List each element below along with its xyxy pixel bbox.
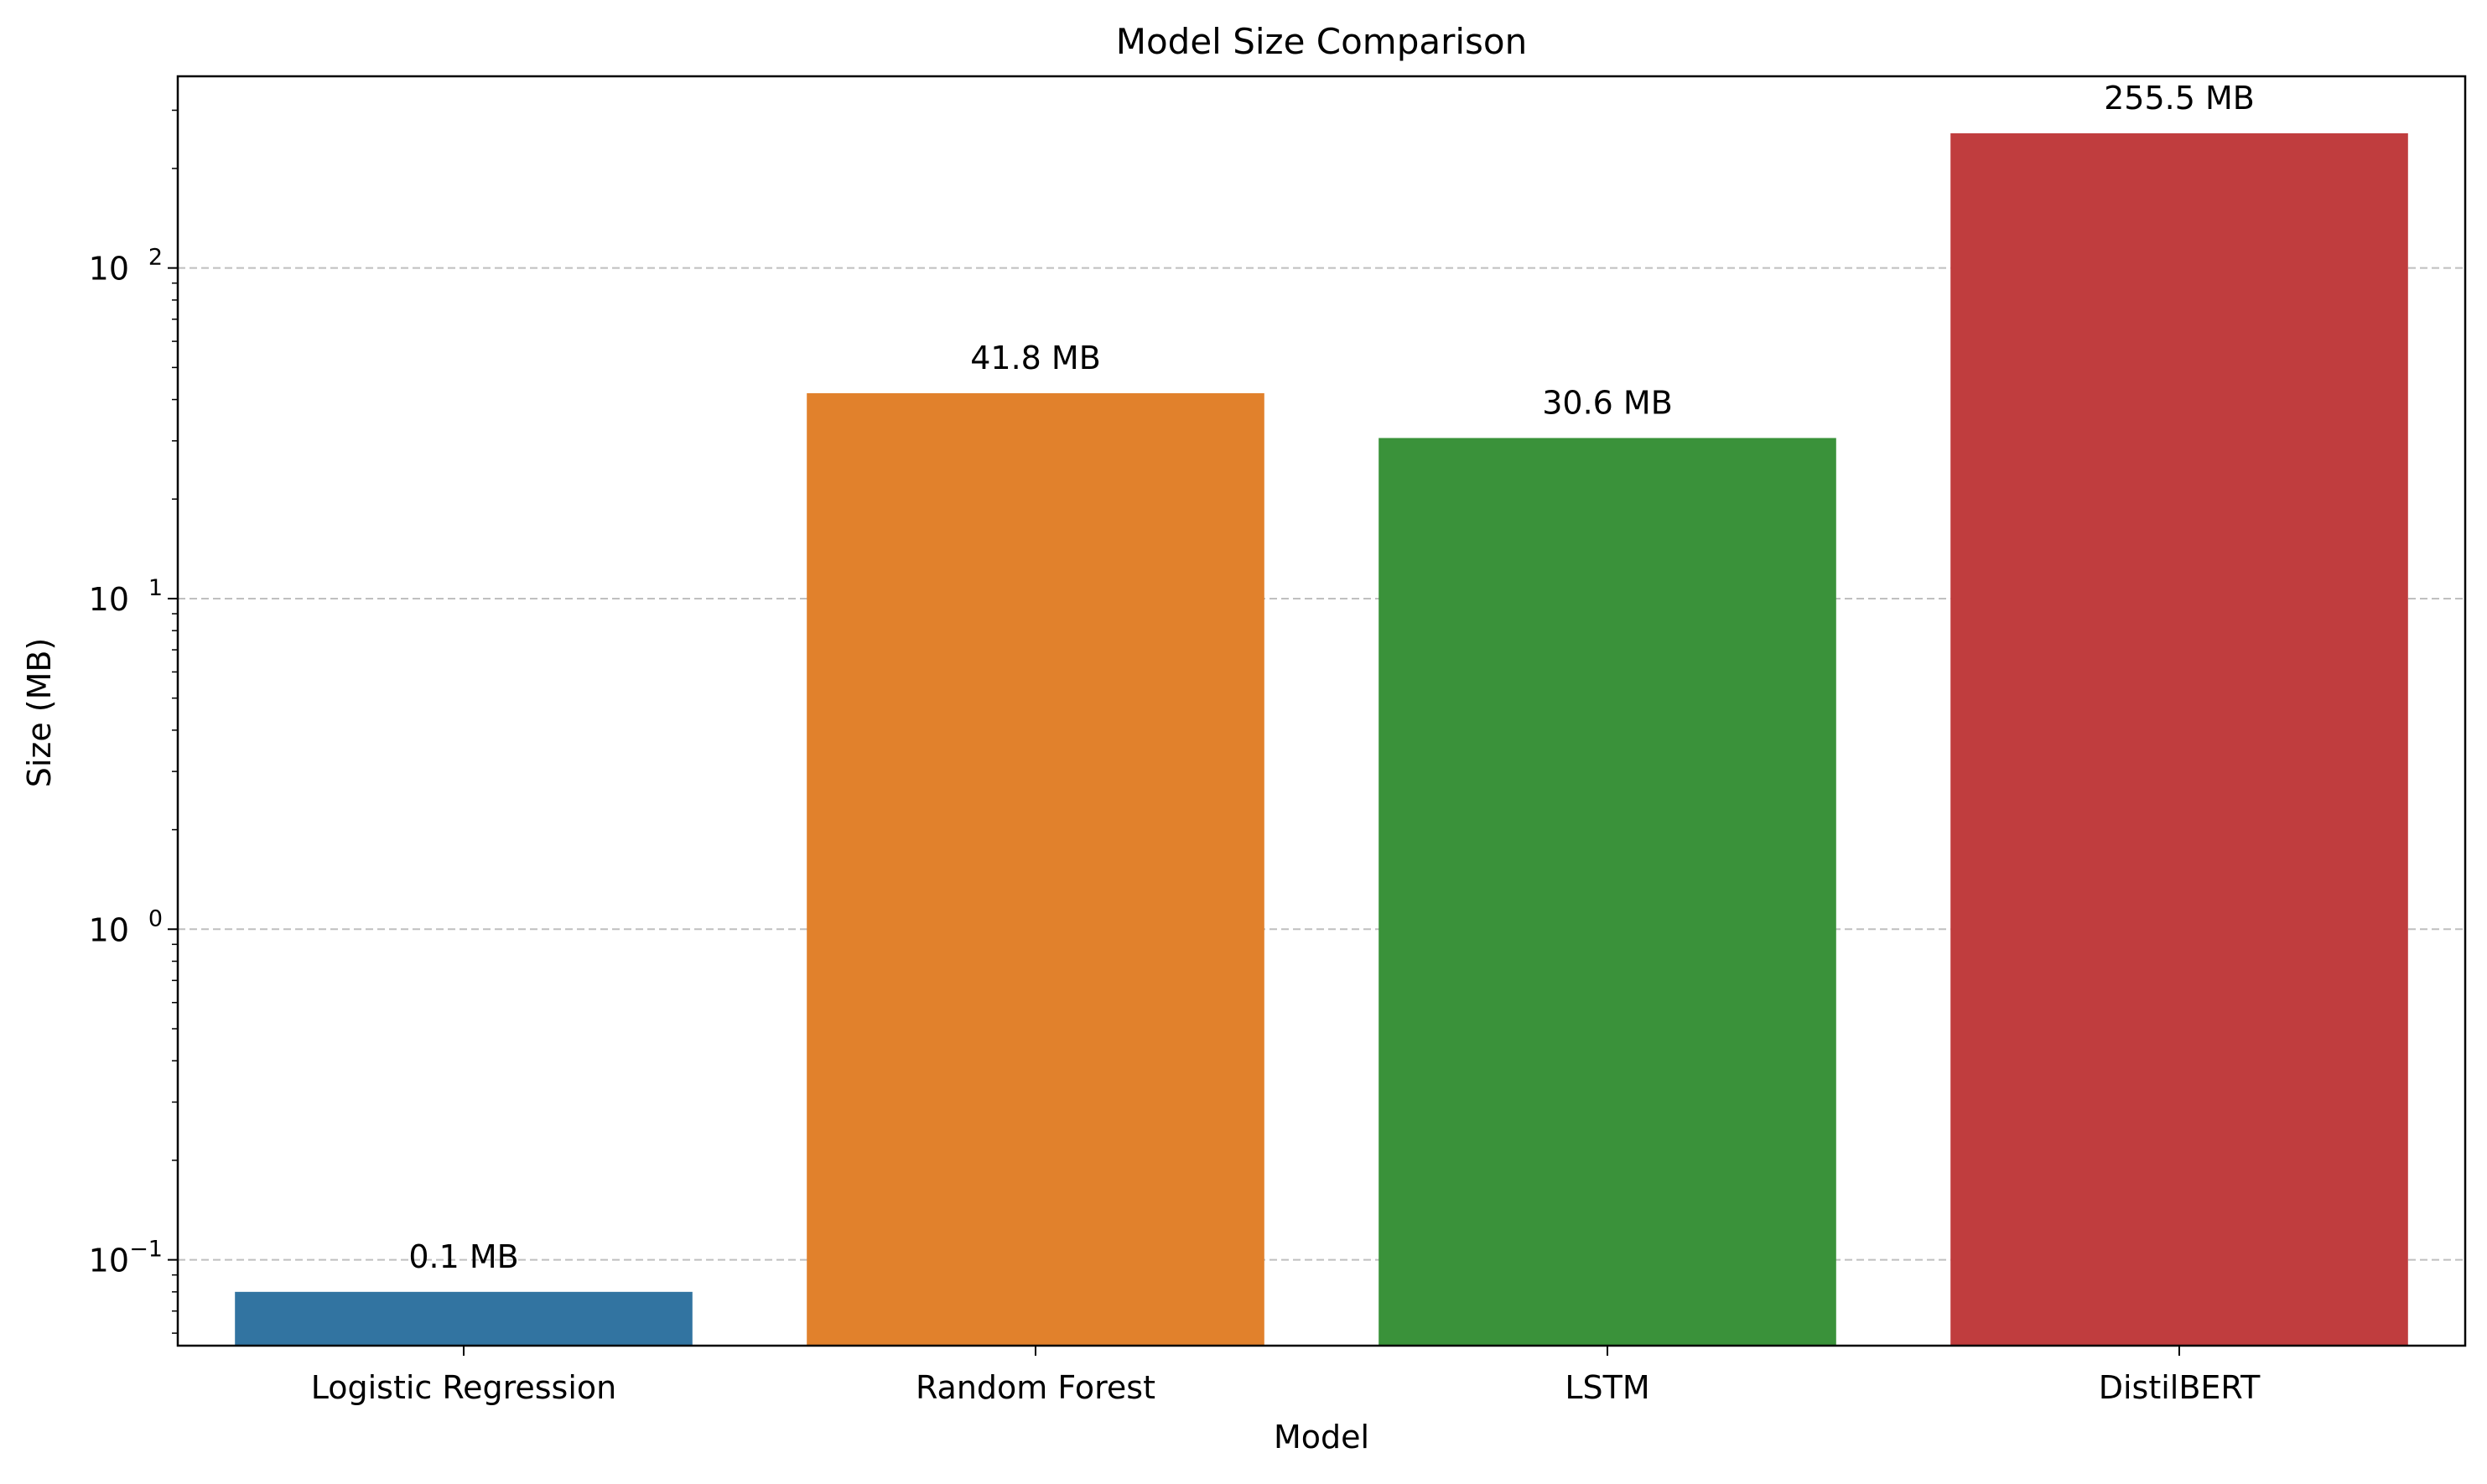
x-ticks: Logistic Regression Random Forest LSTM Dist… [311,1346,2261,1406]
plot-frame [176,75,2467,1347]
y-axis-label: Size (MB) [21,638,58,788]
bar-value-label: 30.6 MB [1542,384,1673,421]
bar-value-label: 255.5 MB [2104,80,2255,117]
chart-title: Model Size Comparison [1116,21,1528,62]
bar [1950,132,2408,1346]
bar-value-label: 0.1 MB [408,1238,518,1275]
data-labels: 0.1 MB 41.8 MB 30.6 MB 255.5 MB [408,80,2255,1275]
bar [235,1291,693,1346]
bar [1378,438,1836,1346]
x-axis-label: Model [1274,1419,1369,1455]
y-tick-exponent: 2 [148,245,163,271]
bar-value-label: 41.8 MB [970,340,1101,376]
bar [807,393,1264,1346]
x-tick-label: Random Forest [916,1369,1155,1406]
y-tick-label: 10 [89,581,129,618]
y-tick-label: 10 [89,911,129,948]
y-tick-exponent: 0 [148,905,163,931]
y-tick-label: 10 [89,1243,129,1279]
x-tick-label: LSTM [1565,1369,1649,1406]
bars-layer [235,132,2408,1346]
y-tick-exponent: 1 [148,575,163,601]
x-tick-label: DistilBERT [2099,1369,2261,1406]
y-tick-label: 10 [89,251,129,288]
y-tick-exponent: −1 [129,1237,163,1263]
x-tick-label: Logistic Regression [311,1369,617,1406]
